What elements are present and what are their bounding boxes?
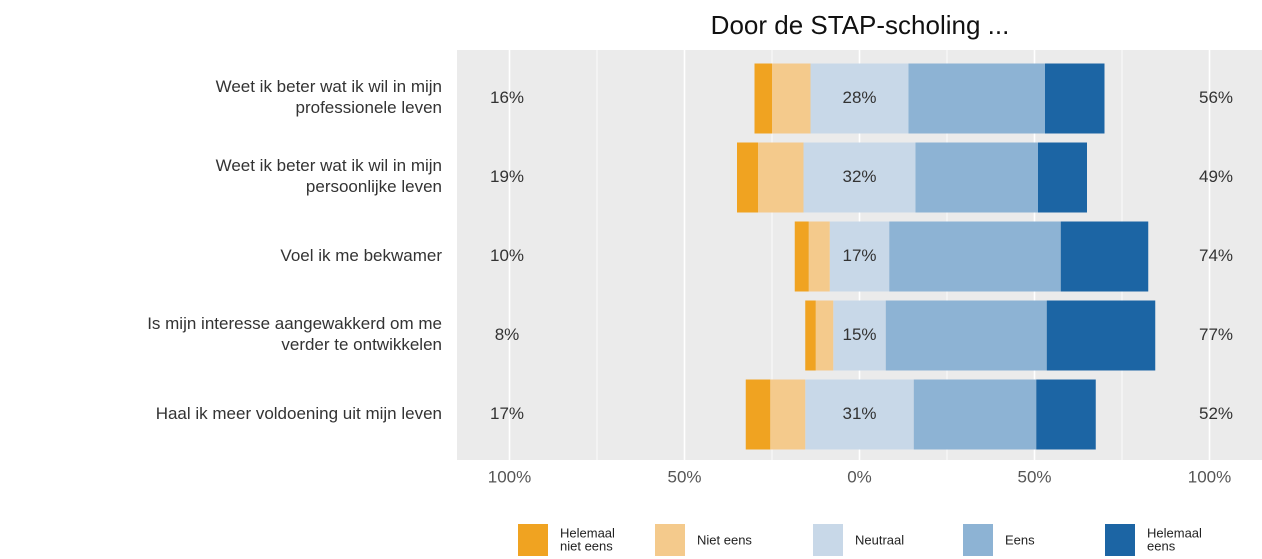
bar-segment [805, 379, 914, 450]
bar-segment [1038, 142, 1087, 213]
bar-segment [829, 221, 890, 292]
value-label: 32% [842, 167, 876, 186]
legend-swatch [1105, 524, 1135, 556]
left-total-label: 19% [490, 167, 524, 186]
legend-swatch [518, 524, 548, 556]
bar-segment [1046, 300, 1156, 371]
legend-label: Helemaal eens [1147, 526, 1202, 554]
bar-segment [805, 300, 816, 371]
category-label: Voel ik me bekwamer [280, 246, 442, 265]
legend-swatch [813, 524, 843, 556]
right-total-label: 52% [1199, 404, 1233, 423]
bar-segment [1036, 379, 1096, 450]
chart-title: Door de STAP-scholing ... [711, 10, 1010, 40]
right-total-label: 74% [1199, 246, 1233, 265]
left-total-label: 10% [490, 246, 524, 265]
bar-segment [772, 63, 811, 134]
category-label: Weet ik beter wat ik wil in mijn persoonl… [216, 156, 442, 196]
x-tick-label: 100% [488, 467, 531, 486]
bar-segment [913, 379, 1037, 450]
legend-label: Helemaal niet eens [560, 526, 615, 554]
bar-segment [908, 63, 1045, 134]
bar-segment [770, 379, 806, 450]
right-total-label: 49% [1199, 167, 1233, 186]
bar-segment [803, 142, 916, 213]
legend-swatch [655, 524, 685, 556]
x-tick-label: 0% [847, 467, 872, 486]
legend-swatch [963, 524, 993, 556]
bar-segment [745, 379, 771, 450]
category-label: Is mijn interesse aangewakkerd om me verd… [147, 314, 442, 354]
category-label: Weet ik beter wat ik wil in mijn professi… [216, 77, 442, 117]
value-label: 28% [842, 88, 876, 107]
legend-label: Eens [1005, 532, 1035, 547]
x-tick-label: 50% [1017, 467, 1051, 486]
bar-segment [754, 63, 772, 134]
x-tick-label: 100% [1188, 467, 1231, 486]
left-total-label: 8% [495, 325, 520, 344]
bar-segment [810, 63, 909, 134]
legend-label: Niet eens [697, 532, 752, 547]
value-label: 17% [842, 246, 876, 265]
bar-segment [758, 142, 804, 213]
value-label: 15% [842, 325, 876, 344]
bar-segment [1045, 63, 1105, 134]
value-label: 31% [842, 404, 876, 423]
bar-segment [1060, 221, 1149, 292]
bar-segment [833, 300, 886, 371]
bar-segment [889, 221, 1061, 292]
category-label: Haal ik meer voldoening uit mijn leven [156, 404, 442, 423]
bar-segment [885, 300, 1047, 371]
right-total-label: 56% [1199, 88, 1233, 107]
legend-label: Neutraal [855, 532, 904, 547]
right-total-label: 77% [1199, 325, 1233, 344]
bar-segment [808, 221, 830, 292]
bar-segment [815, 300, 834, 371]
bar-segment [915, 142, 1038, 213]
bar-segment [737, 142, 758, 213]
bar-segment [794, 221, 809, 292]
left-total-label: 16% [490, 88, 524, 107]
x-tick-label: 50% [667, 467, 701, 486]
left-total-label: 17% [490, 404, 524, 423]
